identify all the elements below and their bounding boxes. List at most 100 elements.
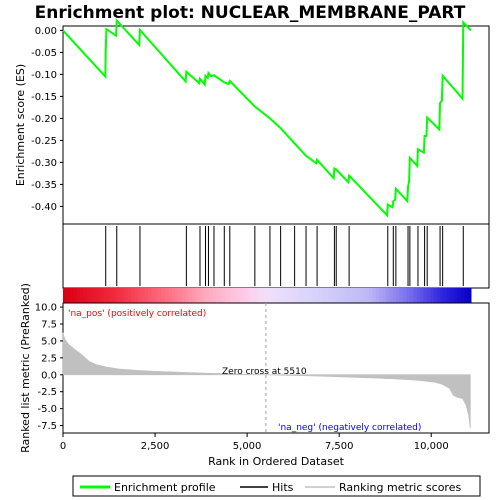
- colorbar-segment: [134, 288, 139, 303]
- colorbar-segment: [338, 288, 343, 303]
- colorbar-segment: [93, 288, 98, 303]
- colorbar-segment: [379, 288, 384, 303]
- legend-hits-label: Hits: [272, 481, 294, 494]
- colorbar-segment: [382, 288, 387, 303]
- es-ytick-label: -0.15: [31, 92, 57, 103]
- legend-box: [72, 475, 481, 497]
- colorbar-segment: [297, 288, 302, 303]
- colorbar-segment: [413, 288, 418, 303]
- colorbar-segment: [467, 288, 472, 303]
- colorbar-segment: [212, 288, 217, 303]
- colorbar-segment: [345, 288, 350, 303]
- es-ytick-label: -0.05: [31, 48, 57, 59]
- zero-cross-label: Zero cross at 5510: [222, 367, 307, 377]
- colorbar-segment: [256, 288, 261, 303]
- colorbar-segment: [243, 288, 248, 303]
- colorbar-segment: [246, 288, 251, 303]
- colorbar-segment: [443, 288, 448, 303]
- colorbar-segment: [399, 288, 404, 303]
- metric-ytick-label: 2.5: [41, 353, 57, 364]
- colorbar-segment: [409, 288, 414, 303]
- colorbar-segment: [440, 288, 445, 303]
- colorbar-segment: [328, 288, 333, 303]
- colorbar-segment: [219, 288, 224, 303]
- colorbar-segment: [216, 288, 220, 303]
- es-axis-label: Enrichment score (ES): [14, 64, 27, 186]
- colorbar-segment: [120, 288, 125, 303]
- es-ytick-label: -0.40: [31, 202, 57, 213]
- colorbar-segment: [460, 288, 465, 303]
- colorbar-segment: [76, 288, 81, 303]
- colorbar-segment: [97, 288, 101, 303]
- colorbar-segment: [335, 288, 339, 303]
- colorbar-segment: [311, 288, 316, 303]
- colorbar-segment: [141, 288, 146, 303]
- metric-ytick-label: -7.5: [37, 421, 57, 432]
- colorbar-segment: [307, 288, 312, 303]
- colorbar-segment: [341, 288, 346, 303]
- colorbar-segment: [86, 288, 91, 303]
- colorbar-segment: [396, 288, 401, 303]
- colorbar-segment: [144, 288, 149, 303]
- colorbar-segment: [454, 288, 458, 303]
- es-ytick-label: -0.30: [31, 158, 57, 169]
- colorbar-segment: [314, 288, 319, 303]
- colorbar-segment: [267, 288, 271, 303]
- colorbar-segment: [321, 288, 326, 303]
- x-tick-label: 7,500: [325, 441, 354, 452]
- colorbar-segment: [430, 288, 435, 303]
- colorbar-segment: [117, 288, 122, 303]
- es-ytick-label: -0.10: [31, 70, 57, 81]
- colorbar-segment: [182, 288, 186, 303]
- colorbar-segment: [236, 288, 241, 303]
- colorbar-segment: [195, 288, 200, 303]
- colorbar-segment: [464, 288, 469, 303]
- legend-profile-label: Enrichment profile: [114, 481, 216, 494]
- colorbar-segment: [406, 288, 411, 303]
- colorbar-segment: [375, 288, 380, 303]
- colorbar-segment: [426, 288, 431, 303]
- colorbar-segment: [192, 288, 197, 303]
- es-ytick-label: -0.35: [31, 180, 57, 191]
- colorbar-segment: [324, 288, 329, 303]
- colorbar-segment: [358, 288, 363, 303]
- colorbar-segment: [233, 288, 237, 303]
- colorbar-segment: [301, 288, 305, 303]
- colorbar-segment: [110, 288, 115, 303]
- colorbar-segment: [69, 288, 74, 303]
- legend-metric-label: Ranking metric scores: [339, 481, 461, 494]
- colorbar-segment: [151, 288, 156, 303]
- colorbar-segment: [270, 288, 275, 303]
- colorbar-segment: [260, 288, 265, 303]
- colorbar-segment: [284, 288, 288, 303]
- metric-ytick-label: 7.5: [41, 319, 57, 330]
- colorbar-segment: [229, 288, 234, 303]
- colorbar-segment: [137, 288, 142, 303]
- colorbar-segment: [304, 288, 309, 303]
- colorbar-segment: [127, 288, 132, 303]
- colorbar-segment: [66, 288, 71, 303]
- colorbar-segment: [280, 288, 285, 303]
- colorbar-segment: [209, 288, 214, 303]
- colorbar-segment: [389, 288, 394, 303]
- metric-axis-label: Ranked list metric (PreRanked): [19, 283, 32, 453]
- x-tick-label: 5,000: [233, 441, 262, 452]
- colorbar-segment: [450, 288, 455, 303]
- colorbar-segment: [331, 288, 336, 303]
- colorbar-segment: [165, 288, 169, 303]
- colorbar-segment: [114, 288, 118, 303]
- enrichment-profile-line: [62, 18, 472, 218]
- colorbar-segment: [457, 288, 462, 303]
- colorbar-segment: [369, 288, 373, 303]
- es-ytick-label: -0.25: [31, 136, 57, 147]
- colorbar-segment: [154, 288, 159, 303]
- colorbar-segment: [158, 288, 163, 303]
- colorbar-segment: [63, 288, 67, 303]
- colorbar-segment: [83, 288, 88, 303]
- colorbar-segment: [290, 288, 295, 303]
- colorbar-segment: [103, 288, 108, 303]
- colorbar-segment: [168, 288, 173, 303]
- colorbar-segment: [433, 288, 438, 303]
- x-tick-label: 10,000: [414, 441, 449, 452]
- metric-ytick-label: -2.5: [37, 387, 57, 398]
